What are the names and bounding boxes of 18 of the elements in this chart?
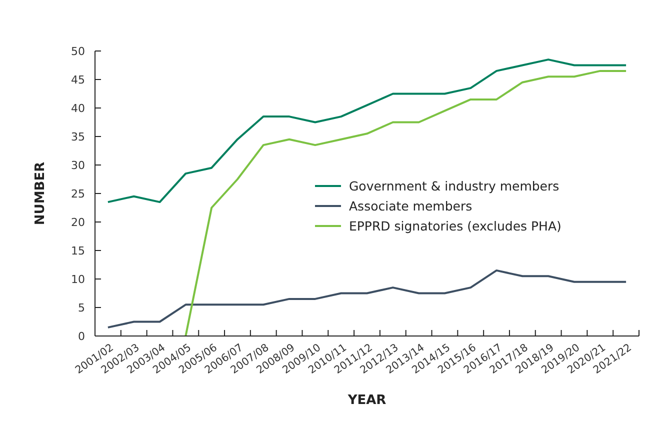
y-tick-label: 5 <box>78 301 85 314</box>
y-axis-title: NUMBER <box>33 162 48 226</box>
legend-label: Associate members <box>349 198 472 214</box>
line-series <box>184 70 628 337</box>
y-tick-label: 25 <box>71 187 85 200</box>
y-tick-label: 40 <box>71 102 85 115</box>
y-tick-label: 30 <box>71 158 85 172</box>
y-tick-label: 20 <box>71 216 85 229</box>
y-tick-label: 50 <box>71 44 85 58</box>
legend-label: Government & industry members <box>349 178 560 194</box>
y-tick-label: 15 <box>71 244 85 258</box>
y-tick-label: 0 <box>78 330 85 343</box>
x-axis-title: YEAR <box>346 393 386 408</box>
y-tick-label: 10 <box>71 272 85 286</box>
y-tick-label: 45 <box>71 73 85 86</box>
y-tick-label: 35 <box>71 130 85 144</box>
legend-label: EPPRD signatories (excludes PHA) <box>349 218 562 234</box>
line-series <box>106 269 628 328</box>
